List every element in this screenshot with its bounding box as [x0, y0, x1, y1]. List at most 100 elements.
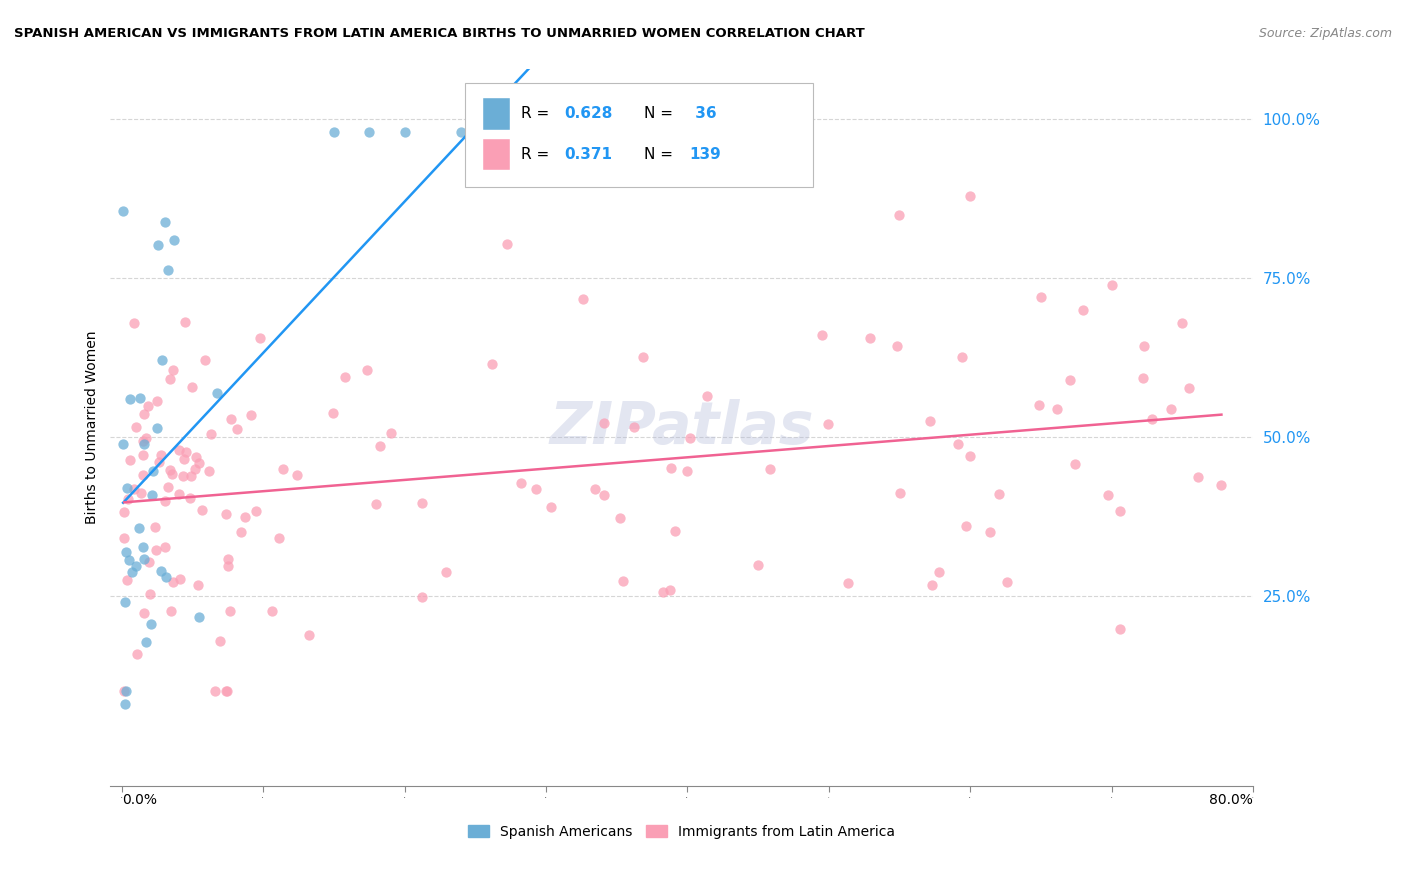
Point [200, 426, 222, 441]
Point [411, 496, 433, 510]
Text: Source: ZipAtlas.com: Source: ZipAtlas.com [1258, 27, 1392, 40]
Point [149, 448, 172, 462]
Point [245, 504, 267, 518]
Point [1160, 401, 1182, 416]
Point [145, 542, 167, 557]
Point [811, 327, 834, 342]
Point [218, 604, 240, 618]
Point [145, 421, 167, 435]
Point [122, 482, 145, 496]
Point [510, 476, 533, 491]
Point [1171, 316, 1194, 330]
Point [205, 386, 228, 401]
Point [837, 575, 859, 590]
Point [156, 262, 179, 277]
Point [139, 587, 162, 601]
Point [188, 610, 211, 624]
Point [959, 450, 981, 464]
Point [121, 565, 143, 579]
Point [131, 448, 153, 462]
Point [679, 431, 702, 445]
Point [160, 604, 183, 618]
Point [1109, 503, 1132, 517]
Point [181, 380, 204, 394]
Point [333, 370, 356, 384]
Point [593, 488, 616, 502]
Point [159, 463, 181, 477]
Text: 139: 139 [690, 147, 721, 162]
Point [534, 125, 557, 139]
Point [481, 357, 503, 371]
Point [155, 570, 177, 584]
Point [120, 452, 142, 467]
Point [132, 551, 155, 566]
Point [174, 445, 197, 459]
Point [676, 465, 699, 479]
Point [157, 480, 180, 494]
Point [609, 511, 631, 525]
Point [122, 317, 145, 331]
Point [155, 541, 177, 555]
Point [322, 125, 344, 139]
Point [1140, 411, 1163, 425]
Point [450, 125, 472, 139]
Point [162, 362, 184, 376]
Point [194, 353, 217, 368]
Point [187, 578, 209, 592]
Point [886, 339, 908, 353]
Point [132, 467, 155, 482]
Point [184, 462, 207, 476]
Text: 36: 36 [690, 106, 716, 121]
Point [1132, 371, 1154, 385]
Point [138, 555, 160, 569]
Point [169, 573, 191, 587]
Point [233, 509, 256, 524]
Point [115, 684, 138, 698]
Point [394, 125, 416, 139]
Point [117, 482, 139, 496]
Point [356, 363, 378, 377]
Point [114, 595, 136, 609]
Point [135, 635, 157, 649]
Point [159, 372, 181, 386]
Point [1046, 402, 1069, 417]
Point [267, 531, 290, 545]
Point [631, 351, 654, 365]
Point [136, 399, 159, 413]
Point [114, 697, 136, 711]
Point [125, 647, 148, 661]
Point [696, 389, 718, 403]
Text: N =: N = [644, 106, 678, 121]
Point [411, 591, 433, 605]
Point [368, 439, 391, 453]
Point [180, 469, 202, 483]
Point [141, 617, 163, 632]
Point [132, 541, 155, 555]
Point [146, 393, 169, 408]
Point [240, 408, 263, 422]
Point [959, 188, 981, 202]
Point [920, 414, 942, 428]
Point [562, 125, 585, 139]
Point [364, 498, 387, 512]
Point [928, 565, 950, 579]
Point [231, 524, 253, 539]
Point [118, 392, 141, 406]
Point [434, 565, 457, 579]
Point [184, 450, 207, 465]
Point [141, 488, 163, 502]
Point [124, 420, 146, 434]
Point [1109, 622, 1132, 636]
Point [134, 407, 156, 421]
Point [540, 500, 562, 514]
Point [524, 483, 547, 497]
Point [1064, 457, 1087, 471]
Point [658, 582, 681, 597]
Point [571, 292, 593, 306]
Point [191, 503, 214, 517]
Text: R =: R = [520, 147, 554, 162]
Point [172, 469, 194, 483]
Point [117, 492, 139, 507]
Point [112, 436, 135, 450]
Point [148, 454, 170, 468]
